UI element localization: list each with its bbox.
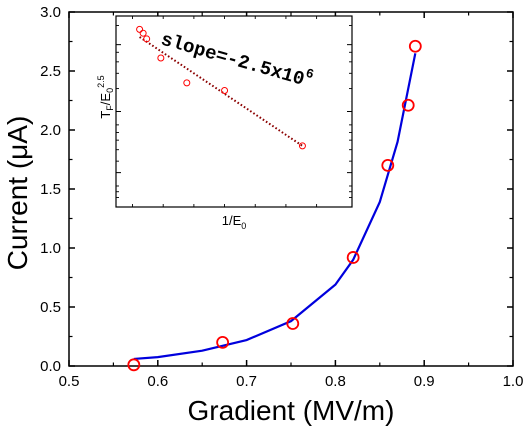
inset-x-axis-title-main: 1/E bbox=[222, 213, 242, 228]
x-tick-label: 0.6 bbox=[147, 373, 168, 390]
x-tick-label: 0.7 bbox=[236, 373, 257, 390]
inset-y-axis-title-exponent: 2.5 bbox=[96, 75, 106, 88]
inset-y-axis-title-t: T bbox=[98, 111, 113, 119]
inset-data-point bbox=[298, 142, 306, 150]
inset-data-point bbox=[143, 35, 151, 43]
data-point bbox=[216, 335, 230, 349]
data-point bbox=[401, 98, 415, 112]
y-tick-label: 1.0 bbox=[40, 240, 61, 257]
inset-data-point bbox=[221, 86, 229, 94]
y-tick-label: 0.5 bbox=[40, 299, 61, 316]
fit-curve bbox=[133, 53, 417, 361]
data-point bbox=[286, 317, 300, 330]
x-axis-title: Gradient (MV/m) bbox=[188, 395, 395, 426]
data-point bbox=[381, 158, 395, 172]
x-tick-label: 0.8 bbox=[325, 373, 346, 390]
x-tick-label: 0.5 bbox=[59, 373, 80, 390]
y-tick-label: 2.0 bbox=[40, 122, 61, 139]
inset-frame bbox=[115, 15, 353, 208]
data-point bbox=[346, 251, 360, 264]
inset-data-point bbox=[136, 25, 144, 33]
y-axis-title: Current (μA) bbox=[2, 116, 33, 271]
inset-y-axis-title: TF/E02.5 bbox=[96, 75, 115, 118]
slope-annotation-exponent: 6 bbox=[304, 66, 316, 83]
x-tick-label: 0.9 bbox=[414, 373, 435, 390]
data-point bbox=[408, 39, 422, 53]
inset-y-axis-title-zero: 0 bbox=[105, 88, 115, 93]
inset-data-point bbox=[157, 54, 165, 62]
x-tick-label: 1.0 bbox=[503, 373, 524, 390]
inset-data-point bbox=[139, 29, 147, 37]
inset-y-axis-title-f: F bbox=[105, 105, 115, 111]
y-tick-label: 3.0 bbox=[40, 4, 61, 21]
main-chart: 0.5 0.6 0.7 0.8 0.9 1.00.00.51.01.52.02.53.0G… bbox=[2, 4, 523, 426]
inset-data-point bbox=[183, 79, 191, 87]
inset-x-axis-title: 1/E0 bbox=[222, 213, 247, 231]
inset-y-axis-title-e: /E bbox=[98, 93, 113, 106]
y-tick-label: 1.5 bbox=[40, 181, 61, 198]
y-tick-label: 2.5 bbox=[40, 63, 61, 80]
data-point bbox=[127, 358, 141, 372]
y-tick-label: 0.0 bbox=[40, 358, 61, 375]
inset-x-axis-title-sub: 0 bbox=[241, 221, 246, 231]
